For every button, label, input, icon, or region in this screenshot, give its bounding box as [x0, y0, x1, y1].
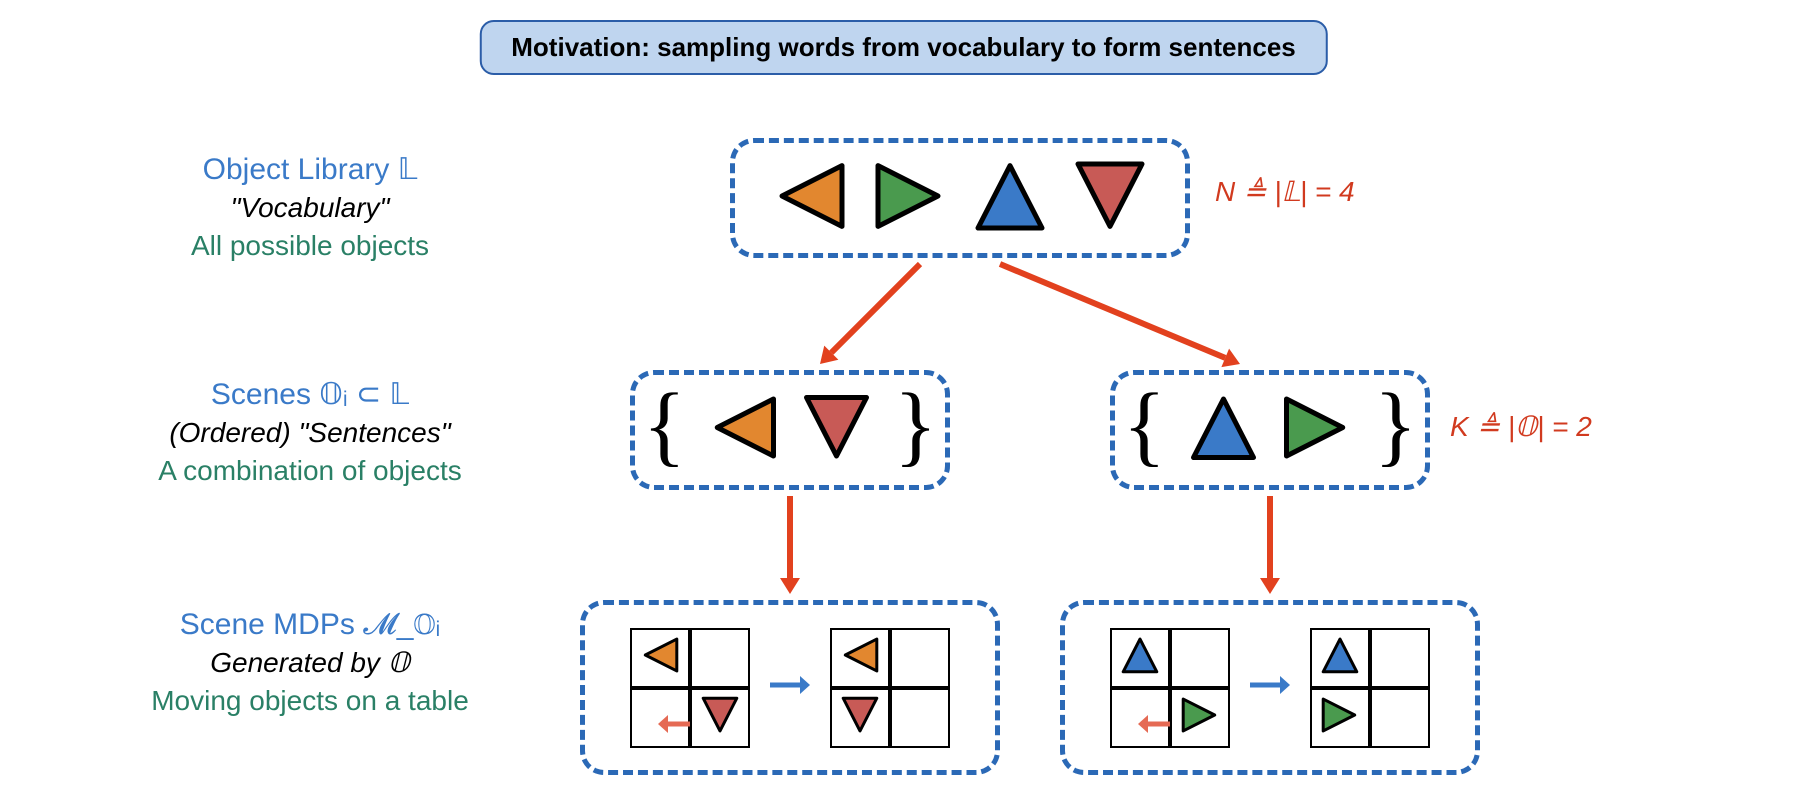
diagram-canvas: Motivation: sampling words from vocabula…: [0, 0, 1807, 802]
flow-arrows: [0, 0, 1807, 802]
